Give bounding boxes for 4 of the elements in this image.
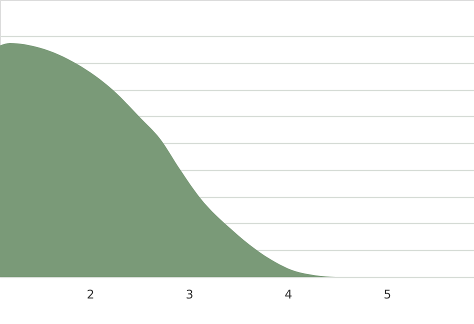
- x-tick-label: 4: [284, 288, 292, 302]
- x-tick-label: 5: [384, 288, 392, 302]
- x-tick-label: 3: [186, 288, 194, 302]
- x-tick-label: 2: [86, 288, 94, 302]
